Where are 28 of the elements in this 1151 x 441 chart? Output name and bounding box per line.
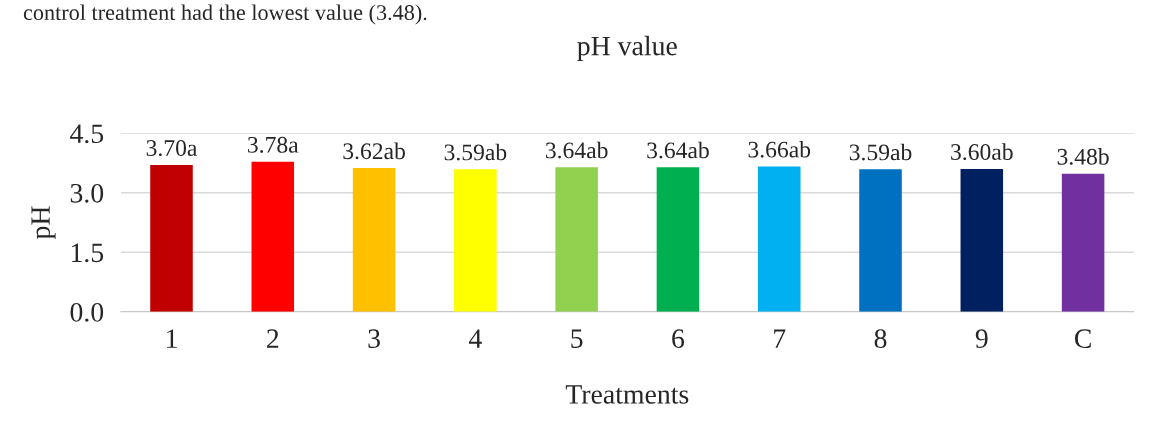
y-tick-label: 0.0	[70, 302, 104, 322]
data-label: 3.60ab	[951, 143, 1013, 161]
x-tick-label: 8	[874, 329, 887, 348]
x-tick-label: 5	[571, 329, 583, 348]
data-label: 3.70a	[146, 140, 198, 157]
data-label: 3.66ab	[748, 140, 811, 158]
data-label: 3.59ab	[444, 143, 507, 161]
y-tick-label: 1.5	[71, 243, 104, 263]
x-tick-label: 2	[267, 329, 279, 348]
x-tick-label: C	[1074, 329, 1091, 348]
x-tick-label: 7	[774, 329, 786, 348]
chart-title: pH value	[577, 35, 677, 62]
x-axis-title: Treatments	[565, 385, 689, 404]
data-label: 3.59ab	[849, 143, 912, 161]
x-tick-label: 6	[672, 329, 685, 348]
text: control treatment had the lowest value (3.48).	[23, 4, 427, 25]
y-tick-label: 3.0	[70, 183, 104, 203]
x-tick-label: 3	[368, 329, 380, 348]
x-tick-label: 1	[167, 329, 177, 348]
data-label: 3.64ab	[647, 141, 709, 159]
x-tick-label: 9	[975, 329, 988, 348]
data-label: 3.78a	[248, 136, 299, 153]
data-label: 3.64ab	[545, 141, 608, 159]
y-tick-label: 4.5	[70, 124, 104, 144]
x-tick-label: 4	[468, 329, 482, 348]
y-axis-title: pH	[31, 206, 56, 240]
data-label: 3.48b	[1057, 148, 1109, 165]
data-label: 3.62ab	[343, 142, 405, 160]
